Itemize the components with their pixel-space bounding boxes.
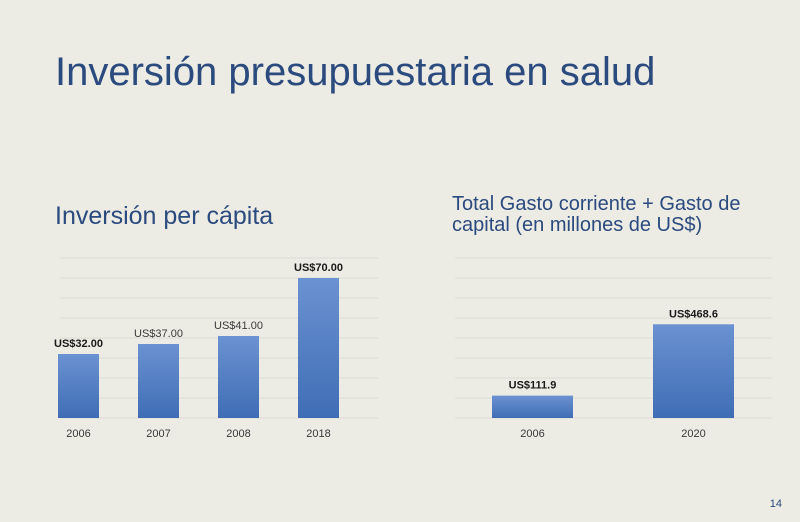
total-gasto-tick-label-2006: 2006 <box>520 428 544 440</box>
per-capita-data-label-2018: US$70.00 <box>294 262 343 274</box>
per-capita-tick-label-2006: 2006 <box>66 428 90 440</box>
per-capita-tick-label-2018: 2018 <box>306 428 330 440</box>
per-capita-bar-2007 <box>138 344 179 418</box>
total-gasto-bar-2006 <box>492 395 573 418</box>
chart-title-total-gasto: Total Gasto corriente + Gasto de capital… <box>452 193 741 236</box>
slide-title: Inversión presupuestaria en salud <box>55 50 656 94</box>
total-gasto-data-label-2020: US$468.6 <box>669 308 718 320</box>
per-capita-bar-2008 <box>218 336 259 418</box>
total-gasto-bar-2020 <box>653 324 734 418</box>
per-capita-data-label-2008: US$41.00 <box>214 320 263 332</box>
total-gasto-tick-label-2020: 2020 <box>681 428 705 440</box>
total-gasto-data-label-2006: US$111.9 <box>509 380 557 392</box>
per-capita-data-label-2007: US$37.00 <box>134 328 183 340</box>
per-capita-bar-2018 <box>298 278 339 418</box>
per-capita-tick-label-2007: 2007 <box>146 428 170 440</box>
per-capita-data-label-2006: US$32.00 <box>54 338 103 350</box>
per-capita-tick-label-2008: 2008 <box>226 428 250 440</box>
per-capita-bar-2006 <box>58 354 99 418</box>
chart-per-capita: US$32.00 2006 US$37.00 2007 US$41.00 2008 US$7… <box>54 257 378 440</box>
page-number: 14 <box>769 498 782 510</box>
chart-total-gasto: US$111.9 2006 US$468.6 2020 <box>455 257 772 440</box>
chart-title-per-capita: Inversión per cápita <box>55 202 274 230</box>
